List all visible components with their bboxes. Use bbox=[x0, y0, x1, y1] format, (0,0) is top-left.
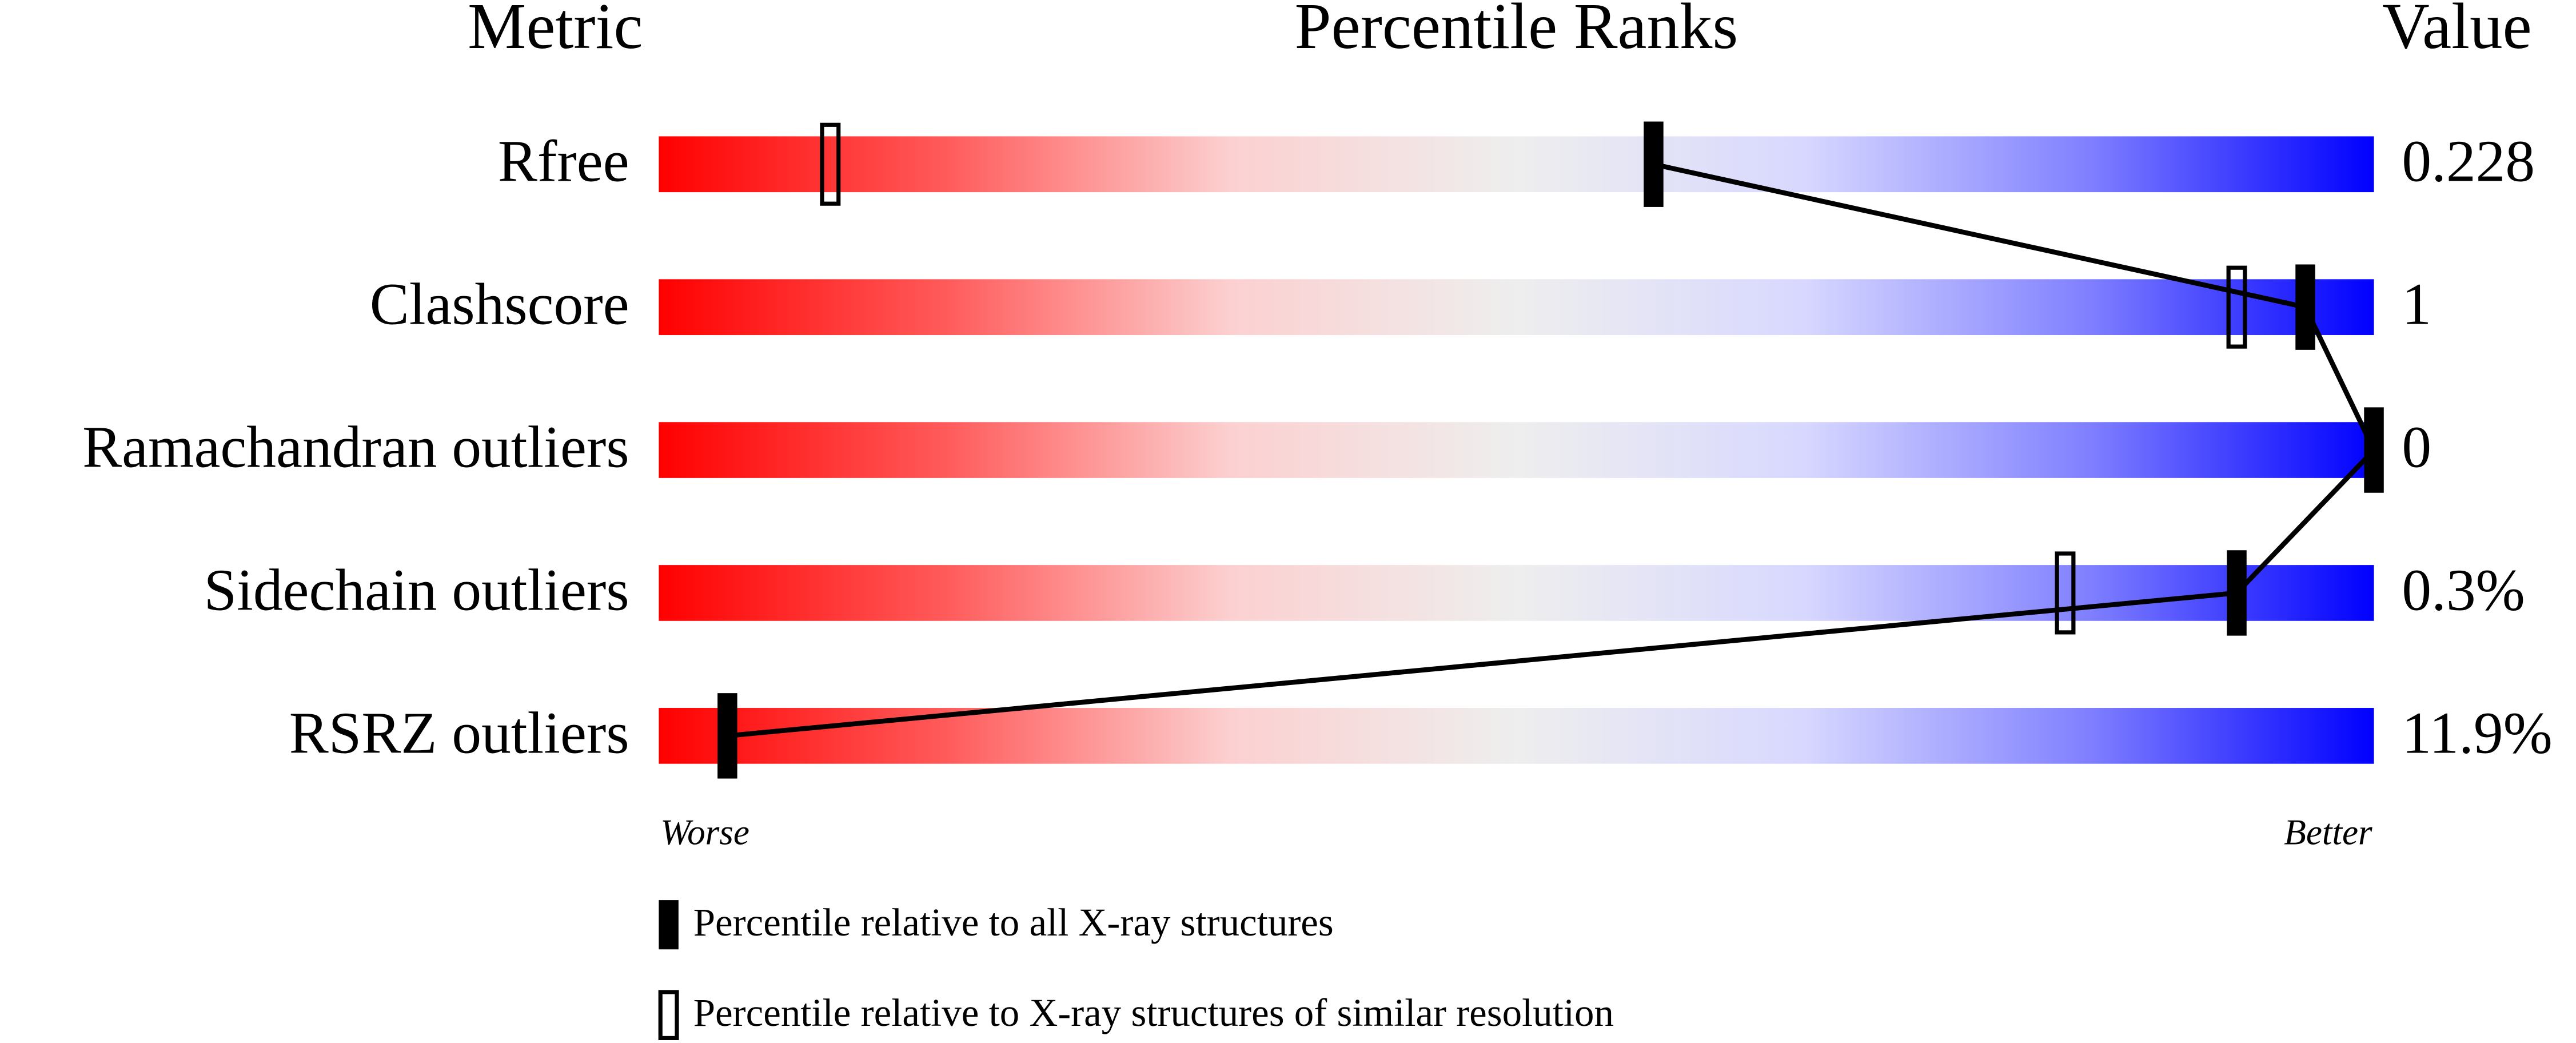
percentile-marker bbox=[2227, 550, 2247, 636]
metric-label: Rfree bbox=[498, 129, 629, 194]
metric-label: Sidechain outliers bbox=[204, 558, 629, 623]
legend-swatch bbox=[659, 900, 679, 950]
slider-bar bbox=[659, 136, 2374, 193]
ranks-header: Percentile Ranks bbox=[1295, 0, 1738, 62]
metric-label: RSRZ outliers bbox=[289, 700, 629, 766]
similar-marker bbox=[2055, 551, 2076, 635]
similar-marker bbox=[2226, 265, 2247, 349]
better-label: Better bbox=[2284, 813, 2372, 853]
legend-label: Percentile relative to X-ray structures … bbox=[693, 991, 1614, 1034]
value-header: Value bbox=[2382, 0, 2532, 62]
similar-marker bbox=[820, 122, 841, 206]
slider-bar bbox=[659, 422, 2374, 478]
metric-value: 11.9% bbox=[2402, 700, 2552, 766]
metric-label: Ramachandran outliers bbox=[82, 415, 629, 480]
percentile-marker bbox=[717, 693, 737, 779]
metric-value: 0.3% bbox=[2402, 558, 2525, 623]
percentile-marker bbox=[2295, 264, 2315, 350]
legend-swatch bbox=[658, 990, 679, 1040]
metric-header: Metric bbox=[468, 0, 643, 62]
slider-bar bbox=[659, 279, 2374, 335]
worse-label: Worse bbox=[660, 813, 749, 853]
percentile-marker bbox=[2364, 407, 2384, 493]
metric-label: Clashscore bbox=[370, 272, 629, 337]
metric-value: 0.228 bbox=[2402, 129, 2535, 194]
percentile-marker bbox=[1644, 121, 1664, 207]
legend-label: Percentile relative to all X-ray structu… bbox=[693, 901, 1334, 944]
metric-value: 1 bbox=[2402, 272, 2431, 337]
slider-bar bbox=[659, 565, 2374, 621]
metric-value: 0 bbox=[2402, 415, 2431, 480]
